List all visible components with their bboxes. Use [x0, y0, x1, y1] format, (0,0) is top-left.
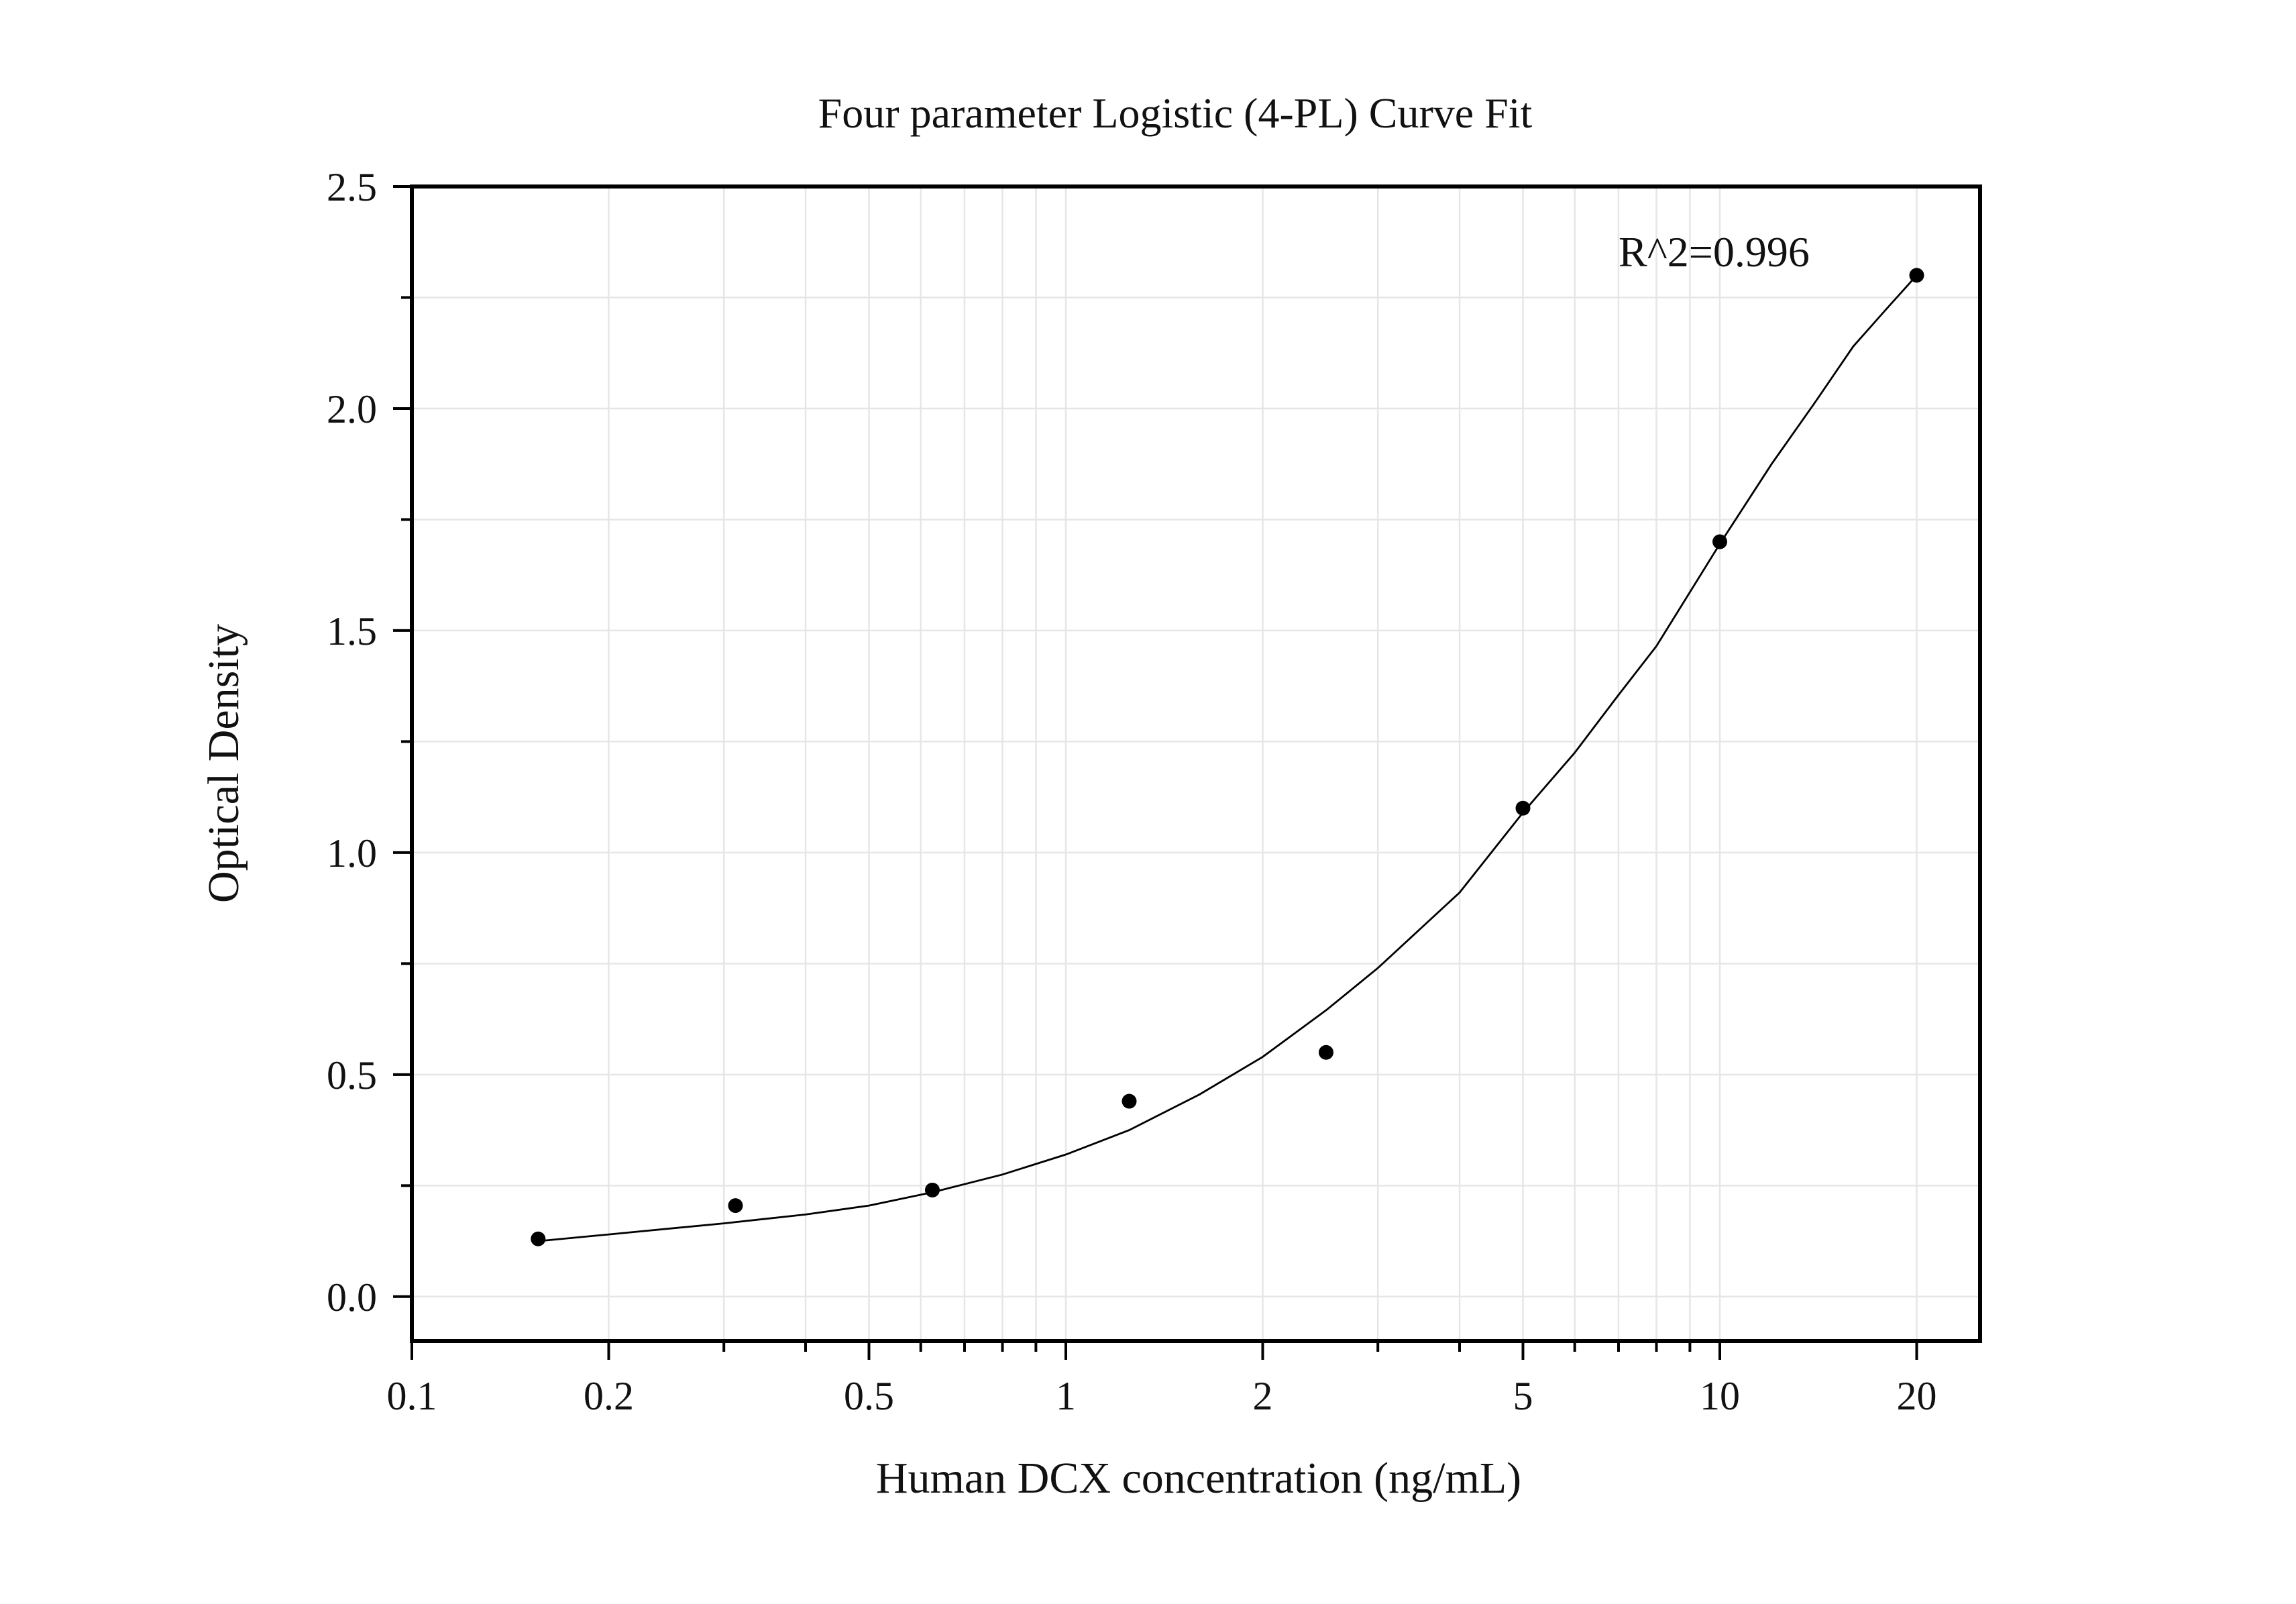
- y-tick-label: 2.0: [327, 387, 377, 431]
- fit-curve: [538, 274, 1918, 1242]
- x-axis: 0.1 0.2 0.5 1 2 5 10 20: [387, 1341, 1937, 1418]
- x-tick-label: 0.5: [844, 1374, 894, 1418]
- data-point: [1122, 1093, 1137, 1109]
- data-point: [728, 1198, 743, 1214]
- x-tick-label: 1: [1056, 1374, 1076, 1418]
- y-axis: 0.0 0.5 1.0 1.5 2.0 2.5: [327, 165, 412, 1320]
- y-tick-label: 1.5: [327, 609, 377, 653]
- y-axis-title: Optical Density: [199, 624, 248, 903]
- y-tick-label: 2.5: [327, 165, 377, 209]
- chart-title: Four parameter Logistic (4-PL) Curve Fit: [818, 89, 1533, 137]
- r-squared-annotation: R^2=0.996: [1619, 228, 1810, 276]
- x-tick-label: 5: [1513, 1374, 1533, 1418]
- data-point: [1909, 268, 1924, 283]
- x-tick-label: 10: [1700, 1374, 1740, 1418]
- plot-border: [410, 184, 1982, 1343]
- x-tick-label: 20: [1897, 1374, 1937, 1418]
- data-point: [924, 1182, 940, 1197]
- data-point: [531, 1231, 546, 1246]
- y-tick-label: 1.0: [327, 831, 377, 875]
- x-axis-title: Human DCX concentration (ng/mL): [876, 1454, 1521, 1503]
- x-tick-label: 0.2: [584, 1374, 634, 1418]
- data-point: [1318, 1045, 1333, 1060]
- x-tick-label: 2: [1253, 1374, 1273, 1418]
- fit-curve-layer: [538, 274, 1918, 1242]
- y-tick-label: 0.0: [327, 1275, 377, 1320]
- x-tick-label: 0.1: [387, 1374, 437, 1418]
- plot-frame: [410, 184, 1982, 1343]
- grid: [412, 186, 1980, 1341]
- y-tick-label: 0.5: [327, 1053, 377, 1098]
- data-points: [531, 268, 1924, 1246]
- data-point: [1515, 800, 1531, 816]
- data-point: [1712, 534, 1728, 549]
